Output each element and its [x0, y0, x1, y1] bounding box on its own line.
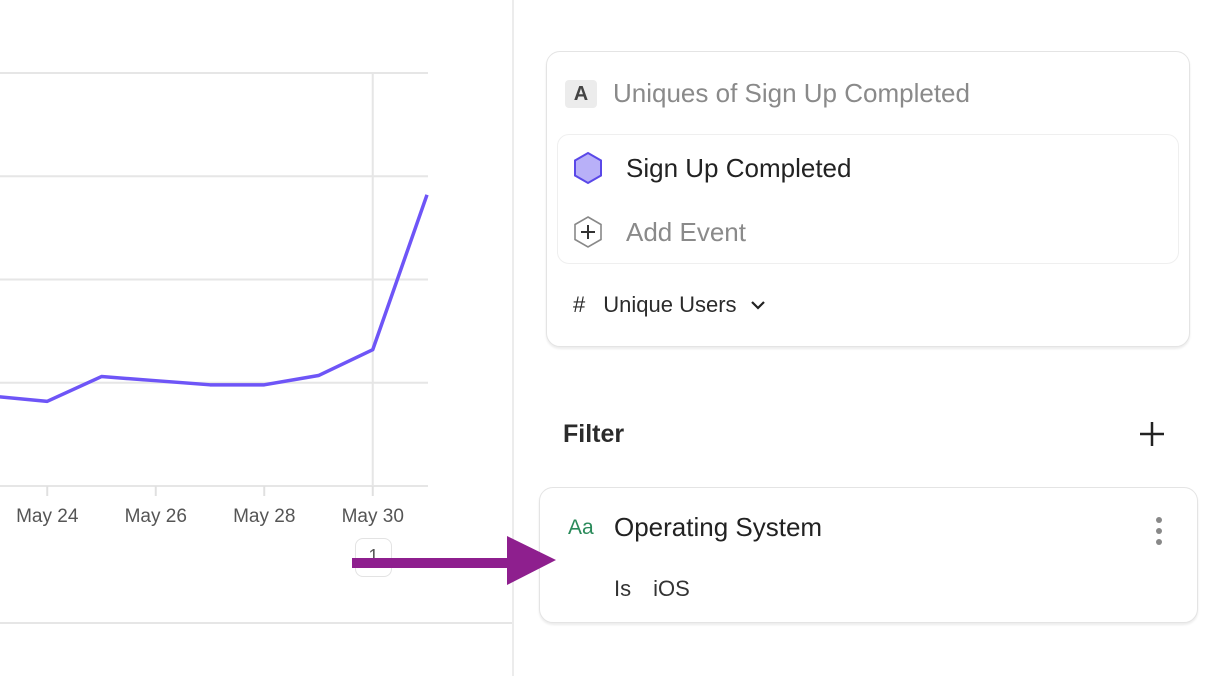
- add-event-button[interactable]: Add Event: [572, 215, 746, 249]
- filter-card[interactable]: Aa Operating System Is iOS: [539, 487, 1198, 623]
- hover-badge[interactable]: 1: [355, 538, 392, 577]
- divider: [0, 622, 512, 624]
- hash-icon: #: [573, 292, 586, 317]
- metric-title[interactable]: Uniques of Sign Up Completed: [613, 78, 970, 108]
- metric-letter: A: [565, 80, 597, 108]
- series-line: [0, 194, 429, 404]
- filter-operator: Is: [614, 576, 632, 601]
- chevron-down-icon: [750, 301, 765, 310]
- line-chart: May 24 May 26 May 28 May 30: [0, 72, 429, 527]
- more-options-icon[interactable]: [1152, 516, 1166, 546]
- metric-card: A Uniques of Sign Up Completed Sign Up C…: [546, 51, 1190, 347]
- x-tick-label: May 30: [342, 506, 404, 527]
- filter-condition[interactable]: Is iOS: [614, 576, 690, 602]
- add-filter-plus-icon[interactable]: [1138, 420, 1166, 448]
- panel-divider[interactable]: [512, 0, 514, 676]
- event-item[interactable]: Sign Up Completed: [572, 151, 851, 185]
- add-event-label: Add Event: [626, 216, 746, 247]
- add-hexagon-icon: [574, 216, 602, 248]
- event-list: Sign Up Completed Add Event: [557, 134, 1179, 264]
- filter-value: iOS: [653, 576, 690, 601]
- filter-heading: Filter: [563, 420, 625, 448]
- x-tick-label: May 24: [16, 506, 79, 527]
- event-hexagon-icon: [574, 151, 602, 185]
- event-name: Sign Up Completed: [626, 152, 852, 183]
- x-tick-label: May 28: [233, 506, 295, 527]
- measure-label: Unique Users: [603, 292, 737, 317]
- x-tick-label: May 26: [125, 506, 187, 527]
- measure-dropdown[interactable]: # Unique Users: [573, 292, 767, 318]
- filter-property[interactable]: Operating System: [614, 512, 823, 542]
- string-type-icon: Aa: [568, 516, 594, 539]
